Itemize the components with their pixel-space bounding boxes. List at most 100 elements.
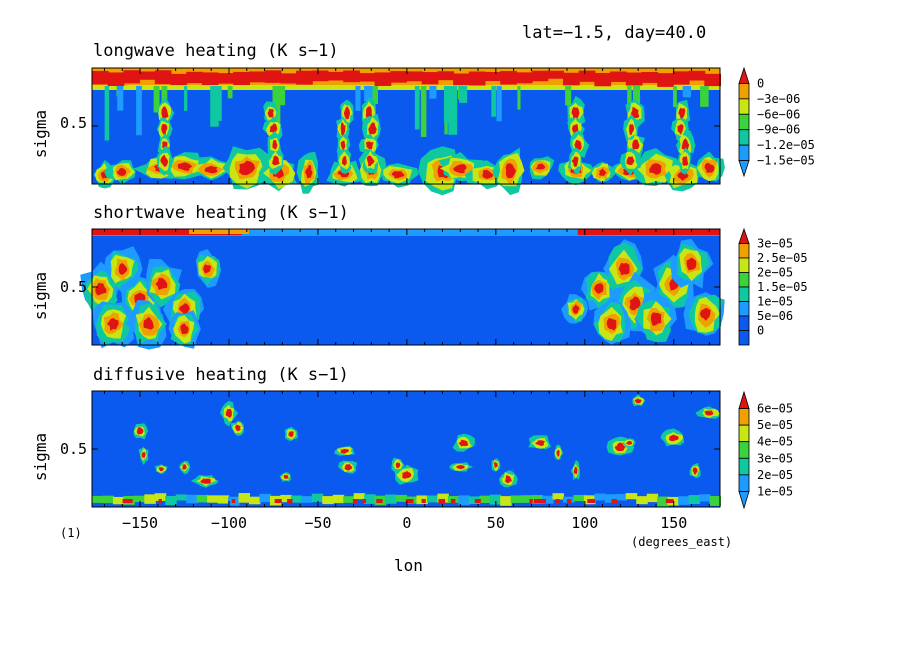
band-bottom [133,495,146,503]
band-top-core [531,70,549,82]
colorbar-arrow-bottom [738,491,750,510]
colorbar-label: 0 [757,76,764,90]
spot [505,475,512,484]
colorbar-longwave: 0 −3e−06−6e−06 −9e−06−1.2e−05 −1.5e−05 [738,66,815,178]
ticks-longwave [92,68,720,184]
streak [117,86,124,111]
column [682,156,689,166]
column [571,156,579,168]
column [341,156,347,166]
band-bottom [709,496,721,507]
spot [704,410,714,416]
colorbar-label: 1e−05 [757,295,793,309]
band-bottom-red [421,499,426,503]
ylabel-diffusive: sigma [31,433,50,481]
cell [649,163,662,175]
colorbar-label: −6e−06 [757,107,800,121]
colorbar-segment [738,457,750,476]
spot [614,442,626,452]
cell [629,296,641,311]
band-top-core [390,71,407,83]
band-bottom [479,495,491,503]
cell [699,307,711,321]
colorbar-label: 1.5e−05 [757,280,808,294]
band-top-core [170,73,188,86]
colorbar-label: −1.5e−05 [757,154,815,168]
ylabel-shortwave: sigma [31,272,50,320]
spot [669,434,679,442]
band-bottom [364,494,376,504]
colorbar-arrow-top [738,227,750,244]
colorbar-label: 5e−05 [757,418,793,432]
band-bottom-red [438,499,446,503]
band-bottom-red [158,499,162,503]
band-bottom-red [376,499,380,503]
band-bottom [521,495,533,503]
column [571,107,580,119]
column [161,124,168,135]
xtick-label: −150 [122,514,158,532]
band-bottom [437,493,449,503]
column [340,122,346,136]
colorbar-segment [738,144,750,161]
band-bottom [311,493,324,503]
band-top-core [374,72,392,86]
streak [517,86,521,110]
streak [420,86,427,137]
colorbar-label: 2.5e−05 [757,251,808,265]
column [677,124,684,135]
panel-diffusive: diffusive heating (K s−1) 0.5 sigma 6e−0… [31,365,793,510]
colorbar-label: 3e−05 [757,451,793,465]
band-top-core [437,71,455,81]
streak [227,86,233,99]
ytick-label-longwave: 0.5 [60,114,87,132]
colorbar-label: 2e−05 [757,468,793,482]
streak [491,86,496,117]
band-bottom-red [362,499,367,503]
colorbar-label: −3e−06 [757,92,800,106]
colorbar-segment [738,257,750,273]
ticks-diffusive [92,391,720,507]
spot [141,452,146,459]
spot [395,462,401,469]
band-top-core [421,72,439,85]
column [272,155,280,166]
xtick-label: 150 [660,514,687,532]
colorbar-segment [738,424,750,443]
band-bottom [280,494,292,503]
cell [599,168,607,176]
column [629,124,635,136]
streak [565,86,572,106]
colorbar-segment [738,330,750,346]
column [267,108,274,118]
cell [178,303,190,316]
band-top-core [154,70,172,85]
band-top-core [280,73,298,84]
colorbar-label: 2e−05 [757,266,793,280]
contours-shortwave [80,229,725,350]
band-bottom [678,496,690,505]
band-bottom [489,494,502,505]
column [161,106,169,120]
band-top-core [201,72,219,86]
colorbar-label: 5e−06 [757,309,793,323]
band-bottom [395,494,407,502]
column [272,140,278,150]
band-bottom-red [611,499,617,503]
band-bottom [238,493,250,503]
streak [700,86,709,107]
colorbar-label: 4e−05 [757,435,793,449]
spot [225,408,232,418]
band-top-core [688,70,706,81]
streak [632,86,641,106]
band-top-core [578,70,596,82]
cell [177,162,193,171]
band-bottom [301,496,313,503]
band-top-core [139,71,156,80]
band-bottom [196,494,209,503]
band-bottom [207,495,219,503]
spot [692,467,698,475]
xtick-label: 100 [571,514,598,532]
spot [344,464,353,471]
streak [496,86,502,122]
